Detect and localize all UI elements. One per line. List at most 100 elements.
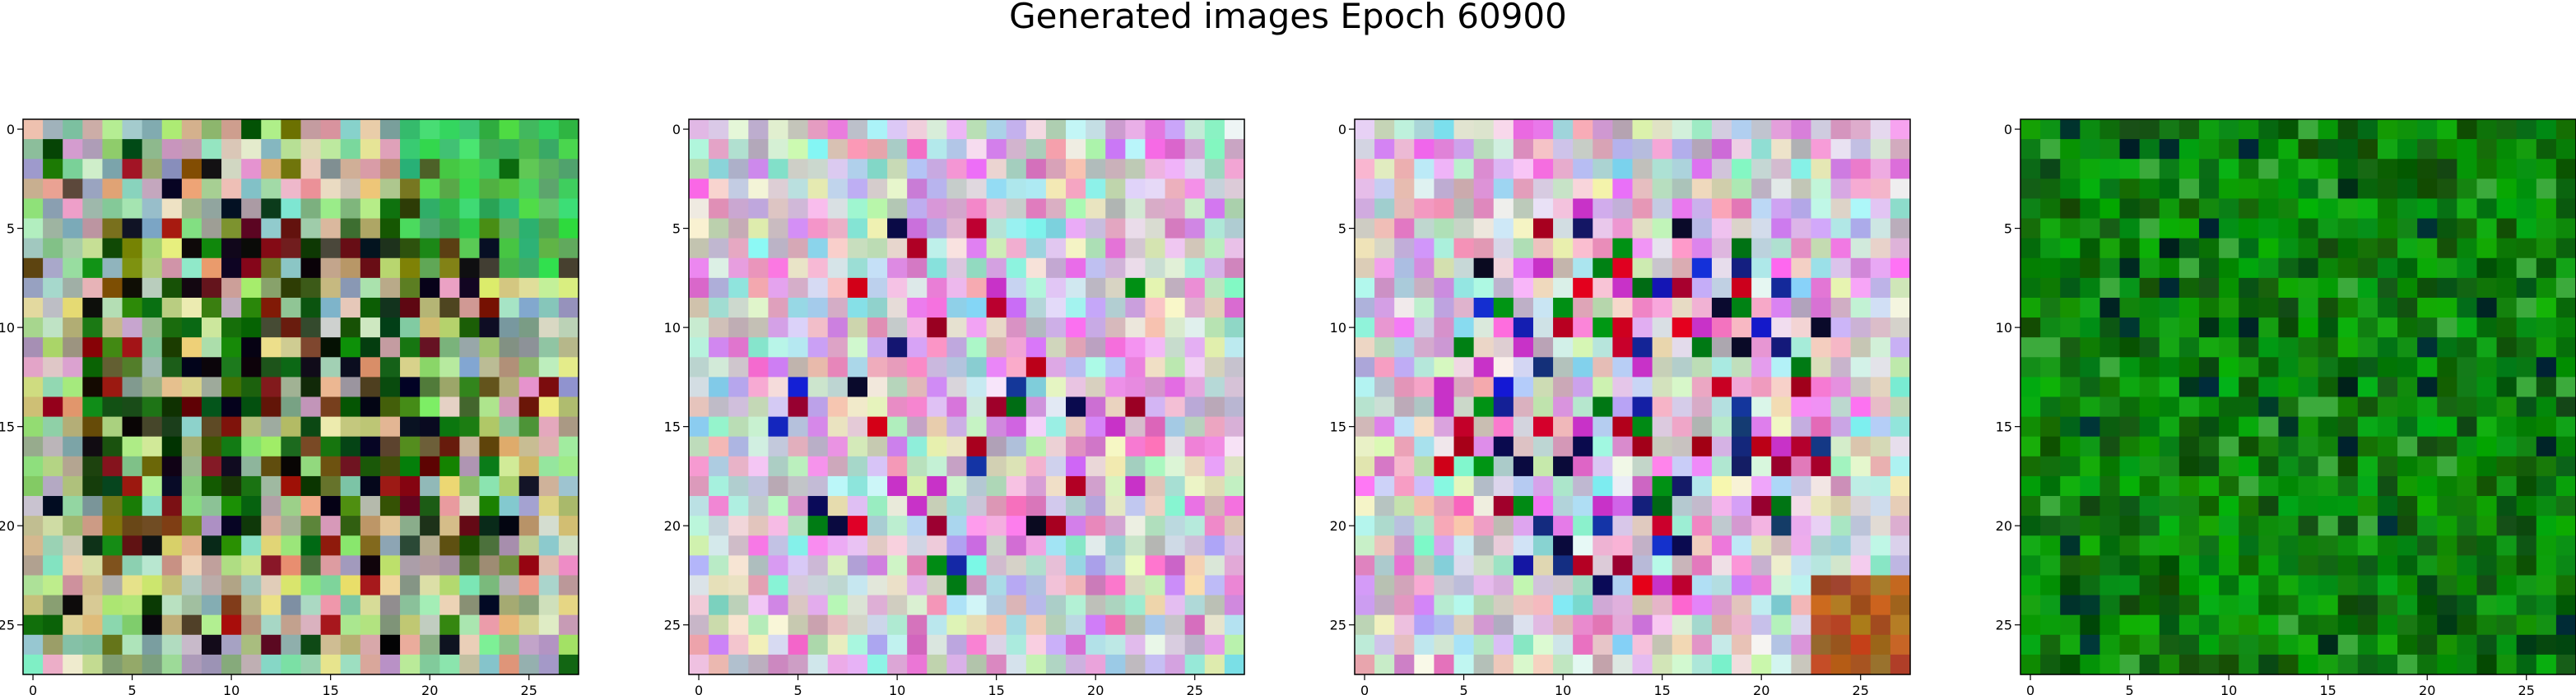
pixel-cell: [459, 654, 481, 675]
pixel-cell: [2298, 396, 2319, 418]
pixel-cell: [788, 535, 809, 556]
pixel-cell: [966, 436, 988, 457]
pixel-cell: [946, 238, 968, 259]
pixel-cell: [2258, 654, 2279, 675]
pixel-cell: [1691, 475, 1713, 497]
pixel-cell: [2139, 575, 2160, 596]
pixel-cell: [2020, 654, 2041, 675]
pixel-cell: [2457, 555, 2478, 577]
pixel-cell: [261, 297, 281, 318]
pixel-cell: [946, 396, 968, 418]
pixel-cell: [867, 119, 888, 140]
pixel-cell: [2159, 139, 2180, 160]
pixel-cell: [1513, 119, 1534, 140]
pixel-cell: [1850, 377, 1872, 398]
pixel-cell: [2377, 396, 2398, 418]
pixel-cell: [1066, 198, 1086, 220]
pixel-cell: [1811, 535, 1832, 556]
pixel-cell: [1414, 654, 1435, 675]
pixel-cell: [82, 119, 104, 140]
pixel-cell: [1652, 634, 1673, 656]
pixel-cell: [2417, 456, 2438, 477]
pixel-cell: [2496, 159, 2518, 179]
pixel-cell: [1066, 297, 1086, 318]
pixel-cell: [379, 317, 401, 338]
pixel-cell: [788, 337, 809, 358]
pixel-cell: [281, 218, 302, 239]
pixel-cell: [2139, 555, 2160, 577]
pixel-cell: [221, 416, 242, 438]
pixel-cell: [728, 654, 749, 675]
pixel-cell: [1394, 159, 1415, 179]
pixel-cell: [1145, 377, 1166, 398]
pixel-cell: [43, 377, 63, 398]
pixel-cell: [887, 139, 908, 160]
pixel-cell: [1732, 119, 1752, 140]
pixel-cell: [1573, 634, 1593, 656]
pixel-cell: [1045, 277, 1067, 299]
pixel-cell: [2397, 337, 2418, 358]
pixel-cell: [1573, 198, 1593, 220]
pixel-cell: [161, 119, 183, 140]
pixel-cell: [1732, 396, 1752, 418]
y-tick-label: 0: [2004, 122, 2012, 137]
pixel-cell: [122, 357, 143, 378]
pixel-cell: [281, 614, 302, 636]
pixel-cell: [1612, 377, 1634, 398]
pixel-cell: [1890, 257, 1911, 279]
pixel-cell: [2417, 555, 2438, 577]
pixel-cell: [2139, 357, 2160, 378]
pixel-cell: [1204, 396, 1225, 418]
x-tick-label: 5: [2125, 683, 2133, 695]
pixel-cell: [927, 436, 947, 457]
pixel-cell: [379, 139, 401, 160]
pixel-cell: [1593, 238, 1613, 259]
pixel-cell: [1850, 535, 1872, 556]
pixel-cell: [2476, 436, 2498, 457]
pixel-cell: [1593, 178, 1613, 200]
pixel-cell: [1632, 634, 1653, 656]
pixel-cell: [221, 139, 242, 160]
pixel-cell: [2020, 475, 2041, 497]
pixel-cell: [360, 614, 381, 636]
pixel-cell: [2178, 516, 2200, 536]
pixel-cell: [439, 396, 460, 418]
pixel-cell: [82, 535, 104, 556]
pixel-cell: [340, 416, 361, 438]
pixel-cell: [768, 277, 789, 299]
pixel-cell: [518, 456, 540, 477]
pixel-cell: [1493, 277, 1514, 299]
pixel-cell: [2397, 178, 2418, 200]
pixel-cell: [1791, 535, 1812, 556]
pixel-cell: [538, 595, 560, 616]
pixel-cell: [23, 238, 44, 259]
pixel-cell: [379, 654, 401, 675]
pixel-cell: [728, 337, 749, 358]
pixel-cell: [2337, 575, 2359, 596]
pixel-cell: [2476, 416, 2498, 438]
pixel-cell: [2258, 396, 2279, 418]
pixel-cell: [2457, 396, 2478, 418]
pixel-cell: [2357, 159, 2378, 179]
pixel-cell: [161, 634, 183, 656]
pixel-cell: [1632, 337, 1653, 358]
pixel-cell: [1025, 377, 1047, 398]
pixel-cell: [1751, 614, 1772, 636]
pixel-cell: [558, 516, 579, 536]
pixel-cell: [1691, 218, 1713, 239]
pixel-cell: [1771, 238, 1792, 259]
pixel-cell: [201, 575, 222, 596]
pixel-cell: [867, 516, 888, 536]
pixel-cell: [1006, 654, 1027, 675]
pixel-cell: [1355, 119, 1375, 140]
pixel-cell: [2198, 654, 2220, 675]
pixel-cell: [2099, 357, 2121, 378]
pixel-cell: [1165, 396, 1186, 418]
pixel-cell: [1870, 496, 1891, 517]
x-tick-label: 20: [2419, 683, 2435, 695]
pixel-cell: [1751, 119, 1772, 140]
pixel-cell: [1105, 396, 1126, 418]
pixel-cell: [709, 475, 729, 497]
pixel-cell: [2060, 654, 2081, 675]
pixel-cell: [499, 119, 520, 140]
